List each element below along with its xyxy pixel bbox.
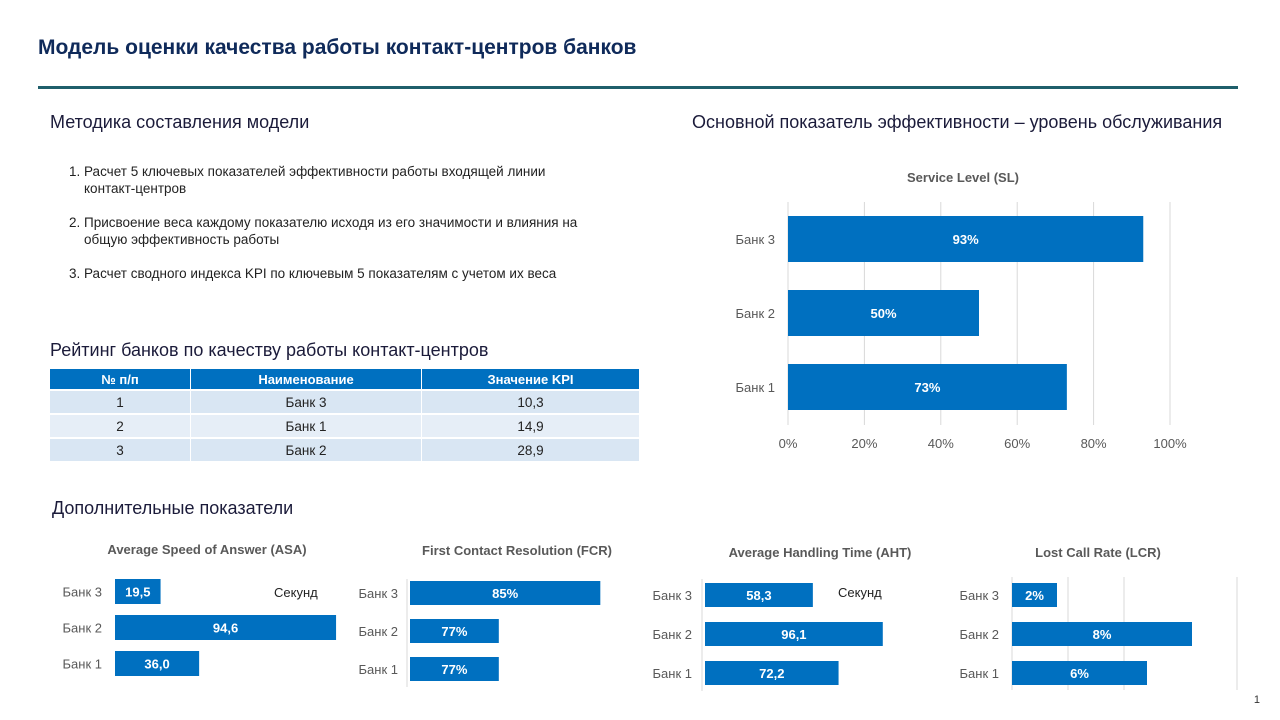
methodology-step-1: Расчет 5 ключевых показателей эффективно… [84, 163, 584, 197]
service-level-chart: 0% 20% 40% 60% 80% 100% Service Level (SL) 93% Б… [736, 170, 1188, 451]
lcr-chart: Lost Call Rate (LCR) 2% Банк 3 8% Банк 2 6% Ба… [960, 545, 1238, 690]
category-label: Банк 1 [960, 666, 999, 681]
category-label: Банк 1 [736, 380, 775, 395]
x-tick-label: 40% [928, 436, 954, 451]
cell-name: Банк 3 [190, 389, 422, 414]
cell-kpi: 10,3 [421, 389, 640, 414]
cell-number: 3 [50, 437, 191, 461]
chart-title: Service Level (SL) [907, 170, 1019, 185]
asa-chart: Average Speed of Answer (ASA) 19,5 Банк 3 9… [63, 542, 337, 676]
x-tick-label: 100% [1153, 436, 1187, 451]
bar [115, 651, 200, 676]
category-label: Банк 2 [63, 621, 102, 636]
page-title: Модель оценки качества работы контакт-це… [38, 36, 637, 59]
bar [705, 661, 839, 685]
bar [788, 290, 979, 336]
bar [115, 615, 337, 640]
rating-table: № п/п Наименование Значение KPI 1 Банк 3… [50, 369, 640, 461]
chart-title: First Contact Resolution (FCR) [422, 543, 612, 558]
bar [788, 216, 1144, 262]
data-label: 8% [1093, 627, 1112, 642]
cell-kpi: 14,9 [421, 413, 640, 438]
table-row: 2 Банк 1 14,9 [50, 413, 640, 438]
bar [410, 581, 601, 605]
methodology-list: Расчет 5 ключевых показателей эффективно… [50, 163, 584, 299]
title-divider [38, 86, 1238, 89]
cell-number: 1 [50, 389, 191, 414]
fcr-chart: First Contact Resolution (FCR) 85% Банк 3 7… [359, 543, 612, 687]
header-name: Наименование [190, 369, 422, 390]
bar [1012, 583, 1057, 607]
rating-title: Рейтинг банков по качеству работы контак… [50, 340, 489, 360]
data-label: 96,1 [781, 627, 806, 642]
data-label: 85% [492, 586, 518, 601]
bar [788, 364, 1067, 410]
data-label: 6% [1070, 666, 1089, 681]
category-label: Банк 3 [736, 232, 775, 247]
cell-kpi: 28,9 [421, 437, 640, 461]
category-label: Банк 3 [653, 588, 692, 603]
category-label: Банк 2 [653, 627, 692, 642]
bar [410, 657, 499, 681]
x-tick-label: 80% [1081, 436, 1107, 451]
category-label: Банк 1 [359, 662, 398, 677]
x-tick-label: 20% [851, 436, 877, 451]
data-label: 72,2 [759, 666, 784, 681]
page-number: 1 [1253, 694, 1260, 706]
bar [705, 583, 813, 607]
chart-title: Lost Call Rate (LCR) [1035, 545, 1161, 560]
bar [705, 622, 883, 646]
category-label: Банк 2 [736, 306, 775, 321]
chart-title: Average Handling Time (AHT) [729, 545, 912, 560]
bar [1012, 661, 1147, 685]
aht-chart: Average Handling Time (AHT) 58,3 Банк 3 96,… [653, 545, 912, 691]
cell-number: 2 [50, 413, 191, 438]
bar [1012, 622, 1192, 646]
data-label: 36,0 [144, 657, 169, 672]
additional-indicators-title: Дополнительные показатели [52, 498, 294, 518]
data-label: 73% [914, 380, 940, 395]
data-label: 94,6 [213, 621, 238, 636]
data-label: 93% [953, 232, 979, 247]
category-label: Банк 2 [960, 627, 999, 642]
cell-name: Банк 1 [190, 413, 422, 438]
header-number: № п/п [50, 369, 191, 390]
category-label: Банк 3 [960, 588, 999, 603]
header-kpi: Значение KPI [421, 369, 640, 390]
data-label: 77% [441, 662, 467, 677]
bar [115, 579, 161, 604]
category-label: Банк 1 [653, 666, 692, 681]
bar [410, 619, 499, 643]
service-level-section-title: Основной показатель эффективности – уров… [692, 112, 1223, 132]
category-label: Банк 3 [63, 585, 102, 600]
data-label: 2% [1025, 588, 1044, 603]
x-tick-label: 0% [779, 436, 798, 451]
cell-name: Банк 2 [190, 437, 422, 461]
data-label: 77% [441, 624, 467, 639]
table-header-row: № п/п Наименование Значение KPI [50, 369, 640, 390]
category-label: Банк 3 [359, 586, 398, 601]
category-label: Банк 2 [359, 624, 398, 639]
x-tick-label: 60% [1004, 436, 1030, 451]
unit-note: Секунд [274, 585, 318, 600]
chart-title: Average Speed of Answer (ASA) [107, 542, 306, 557]
methodology-step-2: Присвоение веса каждому показателю исход… [84, 214, 584, 248]
methodology-step-3: Расчет сводного индекса KPI по ключевым … [84, 265, 584, 282]
methodology-title: Методика составления модели [50, 112, 310, 132]
table-row: 3 Банк 2 28,9 [50, 437, 640, 461]
data-label: 58,3 [746, 588, 771, 603]
table-row: 1 Банк 3 10,3 [50, 389, 640, 414]
unit-note: Секунд [838, 585, 882, 600]
category-label: Банк 1 [63, 657, 102, 672]
data-label: 50% [870, 306, 896, 321]
data-label: 19,5 [125, 585, 150, 600]
